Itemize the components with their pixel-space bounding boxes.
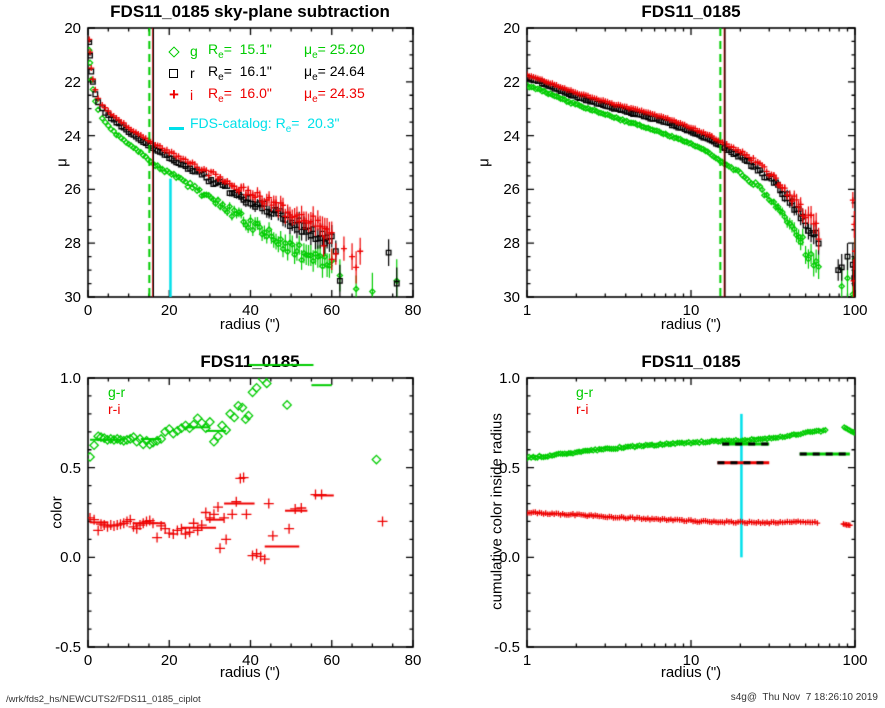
y-tick-label: 28	[64, 235, 81, 253]
y-tick-label: 0.5	[499, 459, 520, 477]
x-tick-label: 100	[842, 302, 868, 319]
y-tick-label: 0.0	[499, 549, 520, 567]
panel-title-top-right: FDS11_0185	[641, 2, 741, 21]
x-tick-label: 10	[682, 302, 700, 319]
square-marker-icon	[169, 68, 178, 78]
y-tick-label: 1.0	[499, 370, 520, 387]
legend-row-fds-catalog: FDS-catalog: Re= 20.3"	[168, 115, 339, 135]
panel-title-bottom-right: FDS11_0185	[641, 352, 741, 371]
y-tick-label: 0.0	[60, 549, 81, 567]
y-tick-label: 24	[64, 127, 81, 145]
legend-row-r: r Re= 16.1" μe= 24.64	[168, 63, 365, 83]
legend-label-gr-bottom-right: g-r	[576, 384, 594, 400]
y-tick-label: 26	[64, 181, 81, 199]
x-tick-label: 20	[160, 302, 178, 319]
yaxis-label-top-left: μ	[53, 158, 71, 167]
y-tick-label: 26	[503, 181, 520, 199]
y-tick-label: 20	[503, 20, 520, 37]
y-tick-label: -0.5	[55, 639, 81, 656]
y-tick-label: -0.5	[494, 639, 520, 656]
panel-title-top-left: FDS11_0185 sky-plane subtraction	[110, 2, 390, 21]
legend-mue-value: μe= 25.20	[304, 41, 365, 61]
y-tick-label: 22	[64, 73, 81, 91]
legend-band-label: i	[190, 86, 194, 103]
y-tick-label: 20	[64, 20, 81, 37]
y-tick-label: 24	[503, 127, 520, 145]
plus-marker-icon: +	[169, 84, 179, 104]
legend-row-g: g Re= 15.1" μe= 25.20	[168, 41, 365, 61]
legend-catalog-text: FDS-catalog: Re= 20.3"	[190, 115, 340, 135]
yaxis-label-bottom-left: color	[48, 496, 66, 529]
legend-row-i: + i Re= 16.0" μe= 24.35	[168, 85, 365, 105]
x-tick-label: 40	[242, 652, 259, 669]
x-tick-label: 20	[160, 652, 178, 669]
x-tick-label: 10	[682, 652, 700, 669]
y-tick-label: 30	[503, 289, 520, 306]
yaxis-label-top-right: μ	[475, 158, 493, 167]
legend-mue-value: μe= 24.64	[304, 63, 365, 83]
x-tick-label: 80	[404, 302, 422, 319]
y-tick-label: 28	[503, 235, 520, 253]
legend-mue-value: μe= 24.35	[304, 85, 365, 105]
y-tick-label: 30	[64, 289, 81, 306]
legend-label-ri-bottom-left: r-i	[108, 401, 121, 417]
x-tick-label: 80	[404, 652, 422, 669]
x-tick-label: 60	[323, 302, 341, 319]
footer-file-path: /wrk/fds2_hs/NEWCUTS2/FDS11_0185_ciplot	[6, 694, 201, 705]
yaxis-label-bottom-right: cumulative color inside radius	[488, 413, 506, 610]
footer-user-timestamp: s4g@ Thu Nov 7 18:26:10 2019	[730, 692, 878, 703]
legend-re-value: Re= 16.1"	[208, 63, 272, 83]
panel-title-bottom-left: FDS11_0185	[200, 352, 300, 371]
legend-label-ri-bottom-right: r-i	[576, 401, 589, 417]
legend-band-label: g	[190, 42, 198, 59]
legend-re-value: Re= 16.0"	[208, 85, 272, 105]
legend-band-label: r	[190, 64, 195, 81]
diamond-marker-icon	[168, 46, 180, 58]
cyanline-marker-icon	[169, 126, 184, 130]
x-tick-label: 40	[242, 302, 259, 319]
y-tick-label: 0.5	[60, 459, 81, 477]
legend-re-value: Re= 15.1"	[208, 41, 272, 61]
x-tick-label: 60	[323, 652, 341, 669]
y-tick-label: 22	[503, 73, 520, 91]
y-tick-label: 1.0	[60, 370, 81, 387]
x-tick-label: 100	[842, 652, 868, 669]
legend-label-gr-bottom-left: g-r	[108, 384, 126, 400]
